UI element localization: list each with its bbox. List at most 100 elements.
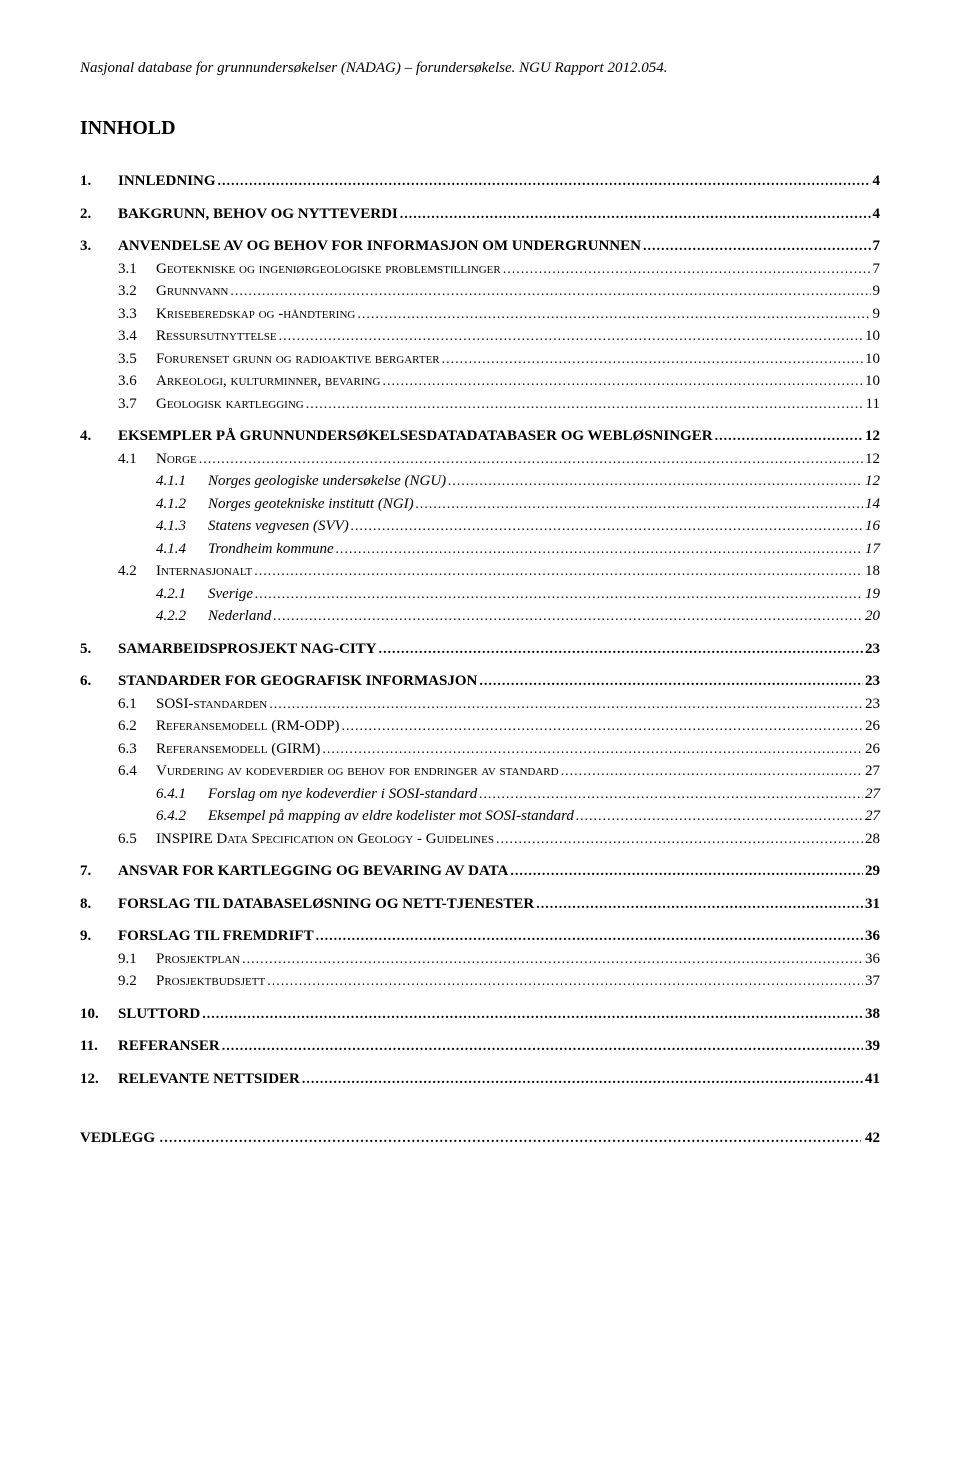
- toc-text: Nederland: [208, 608, 271, 624]
- toc-text: Internasjonalt: [156, 563, 252, 579]
- toc-text: Prosjektbudsjett: [156, 973, 265, 989]
- leader-dots: [496, 828, 863, 851]
- toc-page-number: 17: [865, 538, 880, 561]
- toc-entry: 12.RELEVANTE NETTSIDER 41: [80, 1068, 880, 1091]
- toc-page-number: 18: [865, 560, 880, 583]
- leader-dots: [242, 948, 863, 971]
- leader-dots: [561, 760, 863, 783]
- toc-text: FORSLAG TIL DATABASELØSNING OG NETT-TJEN…: [118, 896, 534, 912]
- toc-page-number: 4: [873, 170, 881, 193]
- toc-entry: 6.STANDARDER FOR GEOGRAFISK INFORMASJON2…: [80, 670, 880, 693]
- leader-dots: [442, 348, 863, 371]
- toc-label: 6.4.1Forslag om nye kodeverdier i SOSI-s…: [156, 783, 477, 806]
- toc-number: 6.4.2: [156, 805, 208, 828]
- toc-number: 12.: [80, 1068, 118, 1091]
- toc-label: 2.BAKGRUNN, BEHOV OG NYTTEVERDI: [80, 203, 398, 226]
- toc-text: Forurenset grunn og radioaktive bergarte…: [156, 351, 440, 367]
- toc-label: 6.4Vurdering av kodeverdier og behov for…: [118, 760, 559, 783]
- appendix-page: 42: [865, 1130, 880, 1147]
- leader-dots: [322, 738, 863, 761]
- toc-entry: 6.4.1Forslag om nye kodeverdier i SOSI-s…: [80, 783, 880, 806]
- toc-page-number: 41: [865, 1068, 880, 1091]
- leader-dots: [503, 258, 871, 281]
- toc-number: 9.: [80, 925, 118, 948]
- toc-text: Eksempel på mapping av eldre kodelister …: [208, 808, 574, 824]
- toc-entry: 4.1.3Statens vegvesen (SVV)16: [80, 515, 880, 538]
- toc-number: 5.: [80, 638, 118, 661]
- leader-dots: [448, 470, 863, 493]
- toc-number: 11.: [80, 1035, 118, 1058]
- toc-label: 9.FORSLAG TIL FREMDRIFT: [80, 925, 314, 948]
- toc-page-number: 12: [865, 470, 880, 493]
- toc-entry: 6.3Referansemodell (GIRM)26: [80, 738, 880, 761]
- toc-label: 11.REFERANSER: [80, 1035, 220, 1058]
- toc-number: 4.1.3: [156, 515, 208, 538]
- toc-number: 3.2: [118, 280, 156, 303]
- leader-dots: [379, 638, 863, 661]
- leader-dots: [479, 670, 863, 693]
- toc-number: 10.: [80, 1003, 118, 1026]
- toc-label: 4.1.3Statens vegvesen (SVV): [156, 515, 349, 538]
- leader-dots: [510, 860, 863, 883]
- leader-dots: [336, 538, 863, 561]
- toc-page-number: 26: [865, 738, 880, 761]
- leader-dots: [254, 560, 863, 583]
- toc-text: SOSI-standarden: [156, 696, 267, 712]
- toc-number: 3.: [80, 235, 118, 258]
- toc-entry: 1.INNLEDNING4: [80, 170, 880, 193]
- toc-text: SAMARBEIDSPROSJEKT NAG-CITY: [118, 641, 377, 657]
- toc-entry: 9.FORSLAG TIL FREMDRIFT 36: [80, 925, 880, 948]
- toc-text: FORSLAG TIL FREMDRIFT: [118, 928, 314, 944]
- toc-number: 3.5: [118, 348, 156, 371]
- toc-entry: 3.7Geologisk kartlegging 11: [80, 393, 880, 416]
- toc-page-number: 36: [865, 925, 880, 948]
- toc-text: RELEVANTE NETTSIDER: [118, 1071, 300, 1087]
- toc-page-number: 36: [865, 948, 880, 971]
- leader-dots: [199, 448, 863, 471]
- toc-number: 3.3: [118, 303, 156, 326]
- toc-page-number: 10: [865, 348, 880, 371]
- toc-label: 3.5Forurenset grunn og radioaktive berga…: [118, 348, 440, 371]
- toc-entry: 4.2.1Sverige19: [80, 583, 880, 606]
- toc-number: 4.2.2: [156, 605, 208, 628]
- toc-number: 6.4.1: [156, 783, 208, 806]
- toc-number: 8.: [80, 893, 118, 916]
- toc-text: BAKGRUNN, BEHOV OG NYTTEVERDI: [118, 206, 398, 222]
- toc-number: 2.: [80, 203, 118, 226]
- toc-page-number: 11: [866, 393, 880, 416]
- toc-number: 1.: [80, 170, 118, 193]
- toc-label: 4.1Norge: [118, 448, 197, 471]
- toc-container: 1.INNLEDNING4 2.BAKGRUNN, BEHOV OG NYTTEV…: [80, 170, 880, 1090]
- toc-entry: 4.1Norge12: [80, 448, 880, 471]
- toc-text: Statens vegvesen (SVV): [208, 518, 349, 534]
- toc-label: 3.6Arkeologi, kulturminner, bevaring: [118, 370, 380, 393]
- toc-entry: 6.4.2Eksempel på mapping av eldre kodeli…: [80, 805, 880, 828]
- toc-page-number: 27: [865, 805, 880, 828]
- toc-text: Vurdering av kodeverdier og behov for en…: [156, 763, 559, 779]
- toc-entry: 6.5INSPIRE Data Specification on Geology…: [80, 828, 880, 851]
- toc-page-number: 31: [865, 893, 880, 916]
- toc-entry: 4.2.2Nederland20: [80, 605, 880, 628]
- toc-label: 4.1.2Norges geotekniske institutt (NGI): [156, 493, 414, 516]
- toc-label: 3.ANVENDELSE AV OG BEHOV FOR INFORMASJON…: [80, 235, 641, 258]
- toc-page-number: 9: [873, 303, 881, 326]
- toc-page-number: 26: [865, 715, 880, 738]
- toc-number: 9.2: [118, 970, 156, 993]
- toc-label: 3.7Geologisk kartlegging: [118, 393, 304, 416]
- toc-entry: 4.1.4Trondheim kommune17: [80, 538, 880, 561]
- toc-number: 4.1: [118, 448, 156, 471]
- appendix-label: VEDLEGG: [80, 1130, 155, 1147]
- toc-text: Referansemodell (RM-ODP): [156, 718, 340, 734]
- toc-label: 6.4.2Eksempel på mapping av eldre kodeli…: [156, 805, 574, 828]
- leader-dots: [202, 1003, 863, 1026]
- leader-dots: [416, 493, 863, 516]
- toc-page-number: 37: [865, 970, 880, 993]
- toc-label: 4.2.1Sverige: [156, 583, 253, 606]
- toc-text: Ressursutnyttelse: [156, 328, 277, 344]
- leader-dots: [159, 1130, 861, 1147]
- toc-entry: 3.3Kriseberedskap og -håndtering9: [80, 303, 880, 326]
- toc-entry: 4.1.1Norges geologiske undersøkelse (NGU…: [80, 470, 880, 493]
- toc-page-number: 29: [865, 860, 880, 883]
- toc-page-number: 23: [865, 638, 880, 661]
- toc-label: 8.FORSLAG TIL DATABASELØSNING OG NETT-TJ…: [80, 893, 534, 916]
